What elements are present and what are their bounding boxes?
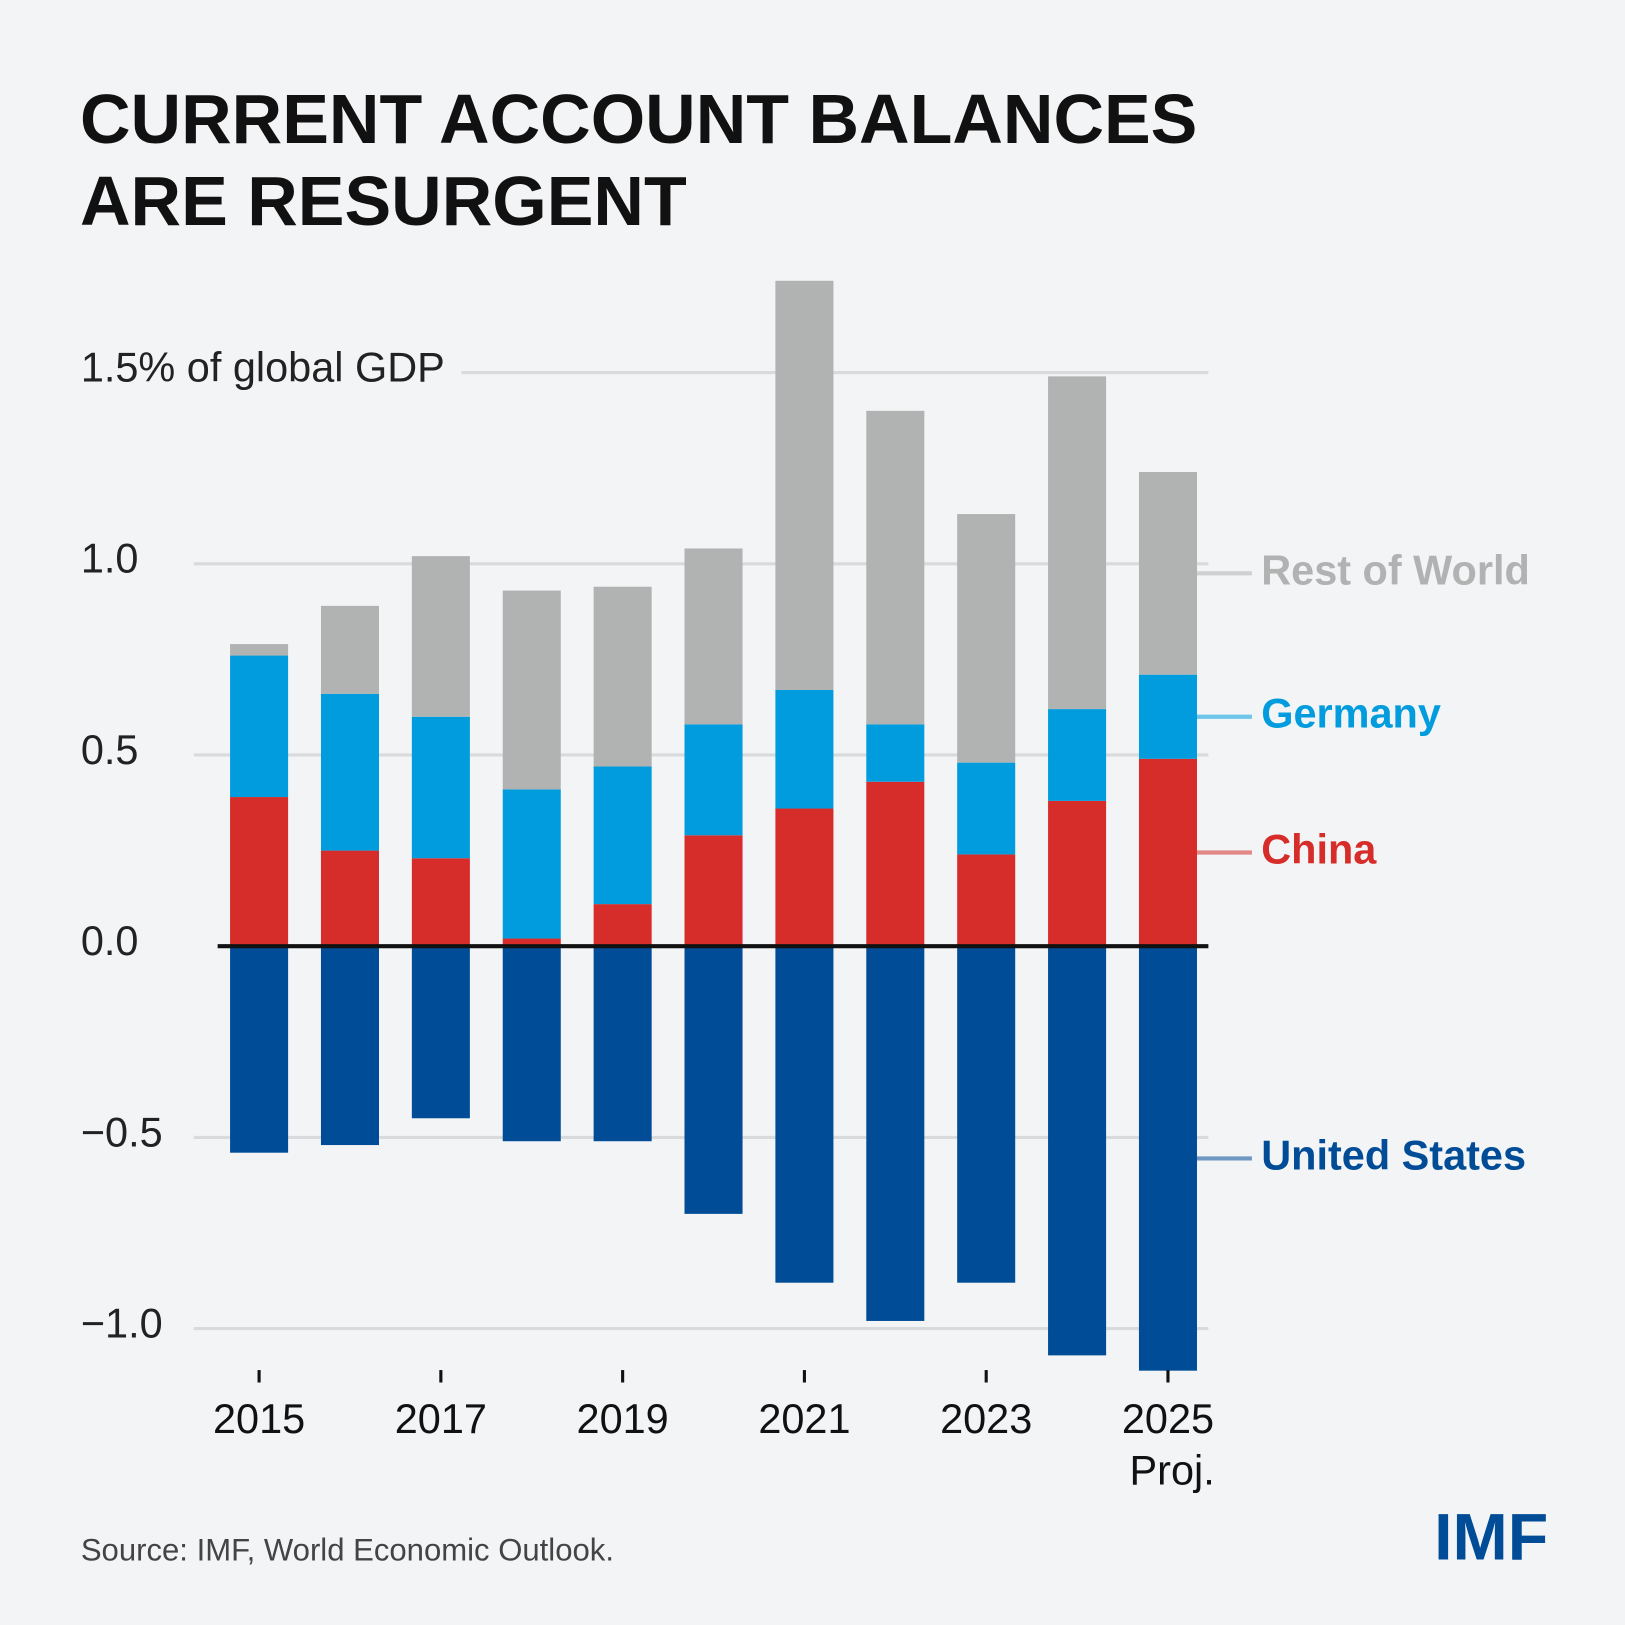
bar-segment bbox=[230, 946, 289, 1153]
bar-segment bbox=[1138, 758, 1197, 947]
bar-segment bbox=[1138, 471, 1197, 675]
bar-segment bbox=[411, 716, 470, 859]
source-note: Source: IMF, World Economic Outlook. bbox=[81, 1533, 614, 1568]
bar-segment bbox=[684, 835, 743, 947]
bar-segment bbox=[593, 586, 652, 767]
x-tick-label: 2025 bbox=[1122, 1395, 1214, 1442]
bar-segment bbox=[775, 808, 834, 947]
y-tick-label: −0.5 bbox=[81, 1108, 163, 1155]
y-tick-label: 0.0 bbox=[81, 917, 139, 964]
bar-segment bbox=[957, 946, 1016, 1283]
bar-segment bbox=[320, 605, 379, 694]
legend-label: Germany bbox=[1261, 690, 1441, 737]
legend-label: China bbox=[1261, 825, 1377, 872]
y-tick-label: −1.0 bbox=[81, 1299, 163, 1346]
bar-segment bbox=[775, 689, 834, 809]
bar-segment bbox=[775, 946, 834, 1283]
bar-segment bbox=[593, 946, 652, 1142]
bar-segment bbox=[230, 655, 289, 798]
bar-segment bbox=[593, 766, 652, 905]
bar-segment bbox=[502, 590, 561, 790]
bar-segment bbox=[957, 514, 1016, 763]
bar-segment bbox=[230, 797, 289, 947]
bar-segment bbox=[593, 904, 652, 947]
bar-segment bbox=[502, 938, 561, 947]
bar-segment bbox=[411, 858, 470, 947]
bar-segment bbox=[1048, 709, 1107, 801]
bar-segment bbox=[684, 946, 743, 1214]
x-tick-label: 2023 bbox=[940, 1395, 1032, 1442]
bar-segment bbox=[320, 693, 379, 851]
bar-segment bbox=[866, 724, 925, 782]
chart-title: CURRENT ACCOUNT BALANCES ARE RESURGENT bbox=[80, 80, 1198, 240]
bar-segment bbox=[1048, 800, 1107, 947]
bar-segment bbox=[502, 789, 561, 939]
y-tick-label: 1.5% of global GDP bbox=[81, 343, 445, 390]
y-tick-label: 0.5 bbox=[81, 726, 139, 773]
legend-label: Rest of World bbox=[1261, 546, 1530, 593]
bar-segment bbox=[866, 410, 925, 725]
legend-label: United States bbox=[1261, 1131, 1526, 1178]
bar-segment bbox=[502, 946, 561, 1142]
y-tick-label: 1.0 bbox=[81, 535, 139, 582]
bar-segment bbox=[866, 946, 925, 1321]
bar-segment bbox=[1138, 674, 1197, 759]
x-tick-label: 2019 bbox=[577, 1395, 669, 1442]
bar-segment bbox=[1048, 376, 1107, 710]
bar-segment bbox=[684, 548, 743, 725]
x-tick-label: 2017 bbox=[395, 1395, 487, 1442]
bar-segment bbox=[320, 946, 379, 1146]
logo: IMF bbox=[1434, 1501, 1548, 1575]
bar-segment bbox=[1048, 946, 1107, 1356]
x-tick-label: 2015 bbox=[213, 1395, 305, 1442]
bar-segment bbox=[866, 781, 925, 947]
x-tick-label: 2021 bbox=[758, 1395, 850, 1442]
bar-segment bbox=[320, 850, 379, 947]
x-annotation: Proj. bbox=[1130, 1447, 1215, 1494]
bar-segment bbox=[957, 854, 1016, 947]
bar-segment bbox=[775, 280, 834, 690]
bar-segment bbox=[684, 724, 743, 836]
bar-segment bbox=[411, 946, 470, 1119]
bar-segment bbox=[1138, 946, 1197, 1371]
bar-segment bbox=[957, 762, 1016, 855]
bar-segment bbox=[230, 644, 289, 656]
bar-segment bbox=[411, 556, 470, 717]
